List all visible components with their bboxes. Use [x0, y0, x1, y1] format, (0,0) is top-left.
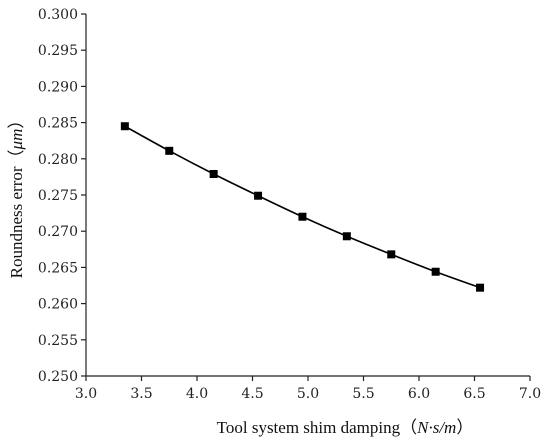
- x-tick-label: 4.5: [241, 386, 263, 402]
- x-tick-label: 5.5: [352, 386, 374, 402]
- data-point-marker: [120, 122, 129, 131]
- data-point-marker: [342, 232, 351, 241]
- data-point-marker: [387, 250, 396, 259]
- data-point-marker: [254, 191, 263, 200]
- y-tick-label: 0.300: [38, 7, 78, 23]
- data-point-marker: [165, 146, 174, 155]
- y-tick-label: 0.275: [38, 188, 78, 204]
- x-tick-label: 4.0: [186, 386, 208, 402]
- x-tick-label: 7.0: [519, 386, 541, 402]
- x-tick-label: 6.0: [408, 386, 430, 402]
- data-point-marker: [431, 267, 440, 276]
- x-tick-label: 3.5: [130, 386, 152, 402]
- x-tick-label: 5.0: [297, 386, 319, 402]
- x-axis-title: Tool system shim damping（N·s/m）: [217, 418, 474, 437]
- series-line: [124, 125, 481, 289]
- y-tick-label: 0.255: [38, 333, 78, 349]
- x-tick-label: 3.0: [75, 386, 97, 402]
- x-tick-label: 6.5: [463, 386, 485, 402]
- y-tick-label: 0.290: [38, 79, 78, 95]
- y-tick-label: 0.285: [38, 116, 78, 132]
- y-axis-ticks: 0.250 0.255 0.260 0.265 0.270 0.275 0.280 0.285…: [38, 7, 86, 385]
- y-tick-label: 0.250: [38, 369, 78, 385]
- data-point-marker: [209, 170, 218, 179]
- y-tick-label: 0.280: [38, 152, 78, 168]
- y-axis-title: Roundness error（μm）: [7, 112, 26, 279]
- data-point-marker: [476, 283, 485, 292]
- y-tick-label: 0.265: [38, 260, 78, 276]
- axes: [85, 14, 530, 377]
- y-tick-label: 0.270: [38, 224, 78, 240]
- y-tick-label: 0.295: [38, 43, 78, 59]
- y-tick-label: 0.260: [38, 297, 78, 313]
- x-axis-ticks: 3.0 3.5 4.0 4.5 5.0 5.5 6.0 6.5 7.0: [75, 376, 541, 402]
- data-point-marker: [298, 212, 307, 221]
- data-series: [120, 122, 485, 292]
